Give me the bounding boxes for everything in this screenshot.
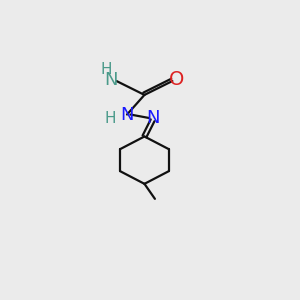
Text: N: N: [146, 109, 159, 127]
Text: H: H: [105, 110, 116, 125]
Text: N: N: [104, 71, 118, 89]
Text: H: H: [100, 62, 112, 77]
Text: N: N: [120, 106, 134, 124]
Text: O: O: [169, 70, 185, 89]
